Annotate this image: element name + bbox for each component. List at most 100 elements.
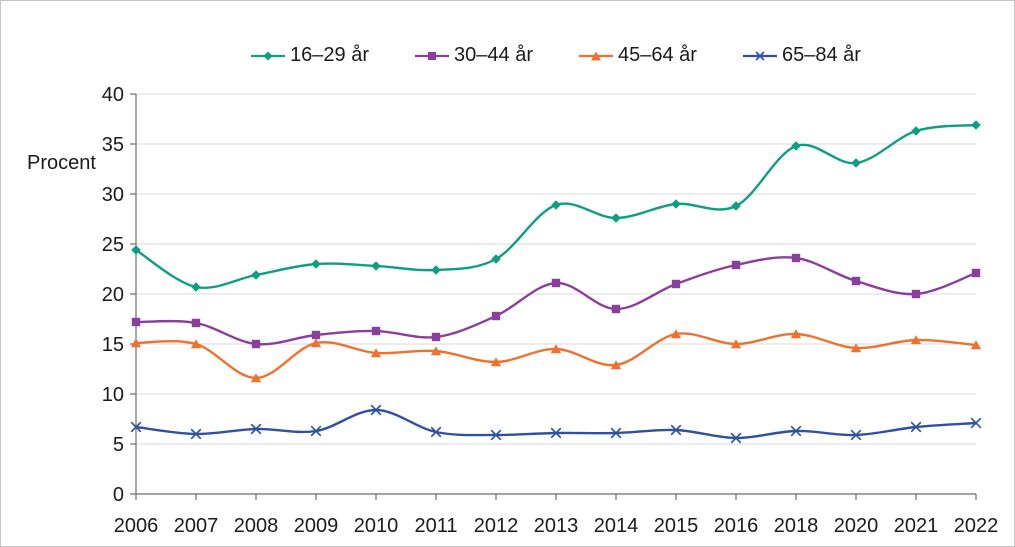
legend-item-2: 30–44 år [415,44,533,67]
x-tick-label: 2009 [294,515,339,537]
data-point-marker [850,343,862,353]
data-point-marker [971,268,981,278]
legend-label: 45–64 år [618,44,697,66]
data-point-marker [790,329,802,339]
data-point-marker [190,428,202,440]
data-point-marker [551,278,561,288]
data-point-marker [551,200,561,210]
data-point-marker [730,339,742,349]
data-point-marker [731,260,741,270]
y-axis-title: Procent [27,152,96,174]
data-point-marker [910,421,922,433]
data-point-marker [490,357,502,367]
data-point-marker [131,245,141,255]
y-tick-label: 5 [113,434,124,456]
data-point-marker [371,326,381,336]
legend-item-1: 16–29 år [251,44,369,67]
square-marker-icon [415,51,450,60]
data-point-marker [491,311,501,321]
data-point-marker [790,425,802,437]
data-point-marker [791,141,801,151]
y-tick-label: 0 [113,484,124,506]
x-tick-label: 2008 [234,515,279,537]
data-point-marker [850,429,862,441]
data-point-marker [851,158,861,168]
legend-label: 16–29 år [290,44,370,66]
data-point-marker [251,270,261,280]
data-point-marker [671,199,681,209]
data-point-marker [491,254,501,264]
data-point-marker [191,318,201,328]
data-point-marker [970,340,982,350]
triangle-marker-icon [579,51,613,60]
data-point-marker [251,339,261,349]
y-tick-label: 25 [102,234,124,256]
x-tick-label: 2018 [774,515,819,537]
series-line-2 [134,256,978,346]
data-point-marker [610,427,622,439]
x-tick-label: 2022 [954,515,999,537]
data-point-marker [250,423,262,435]
data-point-marker [370,404,382,416]
y-tick-label: 30 [102,184,124,206]
data-point-marker [550,344,562,354]
data-point-marker [190,339,202,349]
data-point-marker [310,338,322,348]
data-point-marker [430,346,442,356]
data-point-marker [250,373,262,383]
data-point-marker [130,421,142,433]
chart-legend: 16–29 år 30–44 år 45–64 år 65–84 år [136,44,976,67]
x-tick-label: 2007 [174,515,219,537]
data-point-marker [911,289,921,299]
y-tick-label: 35 [102,134,124,156]
legend-label: 30–44 år [454,44,533,66]
x-tick-label: 2015 [654,515,699,537]
x-tick-label: 2011 [414,515,457,537]
data-point-marker [970,417,982,429]
x-tick-label: 2021 [894,515,939,537]
legend-item-4: 65–84 år [742,44,861,67]
x-marker-icon [742,50,777,61]
data-point-marker [851,276,861,286]
data-point-marker [370,348,382,358]
x-tick-label: 2016 [714,515,759,537]
data-point-marker [550,427,562,439]
x-tick-label: 2020 [834,515,879,537]
diamond-marker-icon [251,51,286,60]
data-point-marker [131,317,141,327]
data-point-marker [911,126,921,136]
data-point-marker [311,330,321,340]
x-tick-label: 2010 [354,515,399,537]
data-point-marker [371,261,381,271]
y-tick-label: 20 [102,284,124,306]
data-point-marker [730,432,742,444]
data-point-marker [490,429,502,441]
data-point-marker [670,424,682,436]
data-point-marker [611,213,621,223]
legend-label: 65–84 år [781,44,861,66]
data-point-marker [910,335,922,345]
data-point-marker [310,425,322,437]
x-tick-label: 2014 [594,515,639,537]
y-tick-label: 10 [102,384,124,406]
series-line-3 [134,332,978,380]
data-point-marker [671,279,681,289]
data-point-marker [191,282,201,292]
y-tick-label: 15 [102,334,124,356]
data-point-marker [430,426,442,438]
data-point-marker [130,338,142,348]
legend-item-3: 45–64 år [579,44,697,67]
x-tick-label: 2006 [114,515,159,537]
data-point-marker [311,259,321,269]
x-tick-label: 2012 [474,515,519,537]
data-point-marker [431,332,441,342]
y-tick-label: 40 [102,84,124,106]
data-point-marker [731,201,741,211]
data-point-marker [791,253,801,263]
data-point-marker [611,304,621,314]
data-point-marker [670,329,682,339]
data-point-marker [431,265,441,275]
x-tick-label: 2013 [534,515,579,537]
